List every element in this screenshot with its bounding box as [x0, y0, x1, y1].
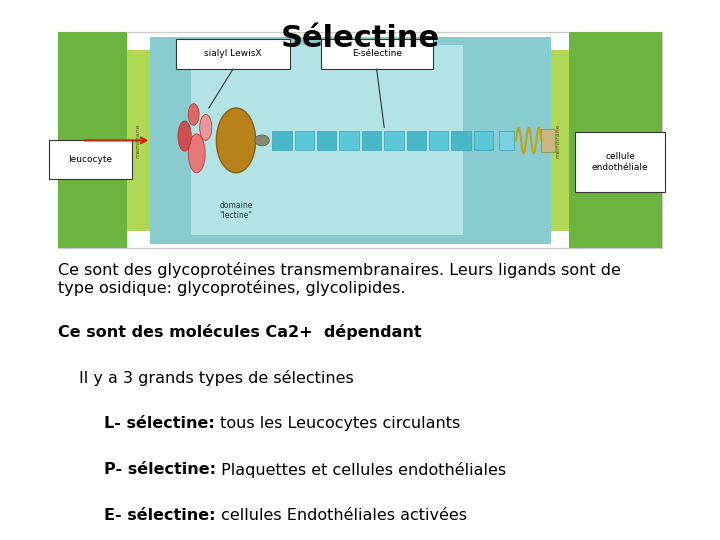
Bar	[384, 131, 403, 150]
Text: cellule
endothéliale: cellule endothéliale	[592, 152, 649, 172]
Bar	[150, 37, 551, 244]
Text: Sélectine: Sélectine	[280, 24, 440, 53]
Bar	[575, 132, 665, 192]
Bar	[541, 129, 554, 152]
Text: membrane: membrane	[555, 123, 560, 158]
Bar	[499, 131, 514, 150]
Bar	[551, 50, 569, 231]
Bar	[429, 131, 449, 150]
Bar	[320, 39, 433, 69]
Text: L- sélectine:: L- sélectine:	[104, 416, 215, 431]
Bar	[176, 39, 290, 69]
Text: E- sélectine:: E- sélectine:	[104, 508, 216, 523]
Bar	[362, 131, 381, 150]
Text: sialyl LewisX: sialyl LewisX	[204, 50, 262, 58]
Text: leucocyte: leucocyte	[68, 156, 112, 164]
Ellipse shape	[188, 104, 199, 125]
Bar	[569, 32, 662, 248]
Bar	[48, 140, 132, 179]
Ellipse shape	[188, 134, 205, 173]
Bar	[191, 45, 463, 235]
Text: tous les Leucocytes circulants: tous les Leucocytes circulants	[215, 416, 460, 431]
Circle shape	[255, 135, 269, 146]
Text: E-sélectine: E-sélectine	[351, 50, 402, 58]
Bar	[272, 131, 292, 150]
Bar	[474, 131, 493, 150]
Bar	[58, 32, 662, 248]
Text: Ce sont des glycoprotéines transmembranaires. Leurs ligands sont de
type osidiqu: Ce sont des glycoprotéines transmembrana…	[58, 262, 621, 296]
Bar	[294, 131, 314, 150]
Ellipse shape	[199, 114, 212, 140]
Bar	[407, 131, 426, 150]
Text: domaine
"lectine": domaine "lectine"	[220, 201, 253, 220]
Text: membrane: membrane	[135, 123, 140, 158]
Text: cellules Endothéliales activées: cellules Endothéliales activées	[216, 508, 467, 523]
Bar	[339, 131, 359, 150]
Text: Il y a 3 grands types de sélectines: Il y a 3 grands types de sélectines	[79, 370, 354, 386]
Text: Ce sont des molécules Ca2+  dépendant: Ce sont des molécules Ca2+ dépendant	[58, 324, 421, 340]
Text: Plaquettes et cellules endothéliales: Plaquettes et cellules endothéliales	[217, 462, 507, 478]
Bar	[127, 50, 150, 231]
Ellipse shape	[178, 121, 192, 151]
Bar	[58, 32, 127, 248]
Text: P- sélectine:: P- sélectine:	[104, 462, 217, 477]
Bar	[451, 131, 471, 150]
Ellipse shape	[216, 108, 256, 173]
Bar	[317, 131, 336, 150]
